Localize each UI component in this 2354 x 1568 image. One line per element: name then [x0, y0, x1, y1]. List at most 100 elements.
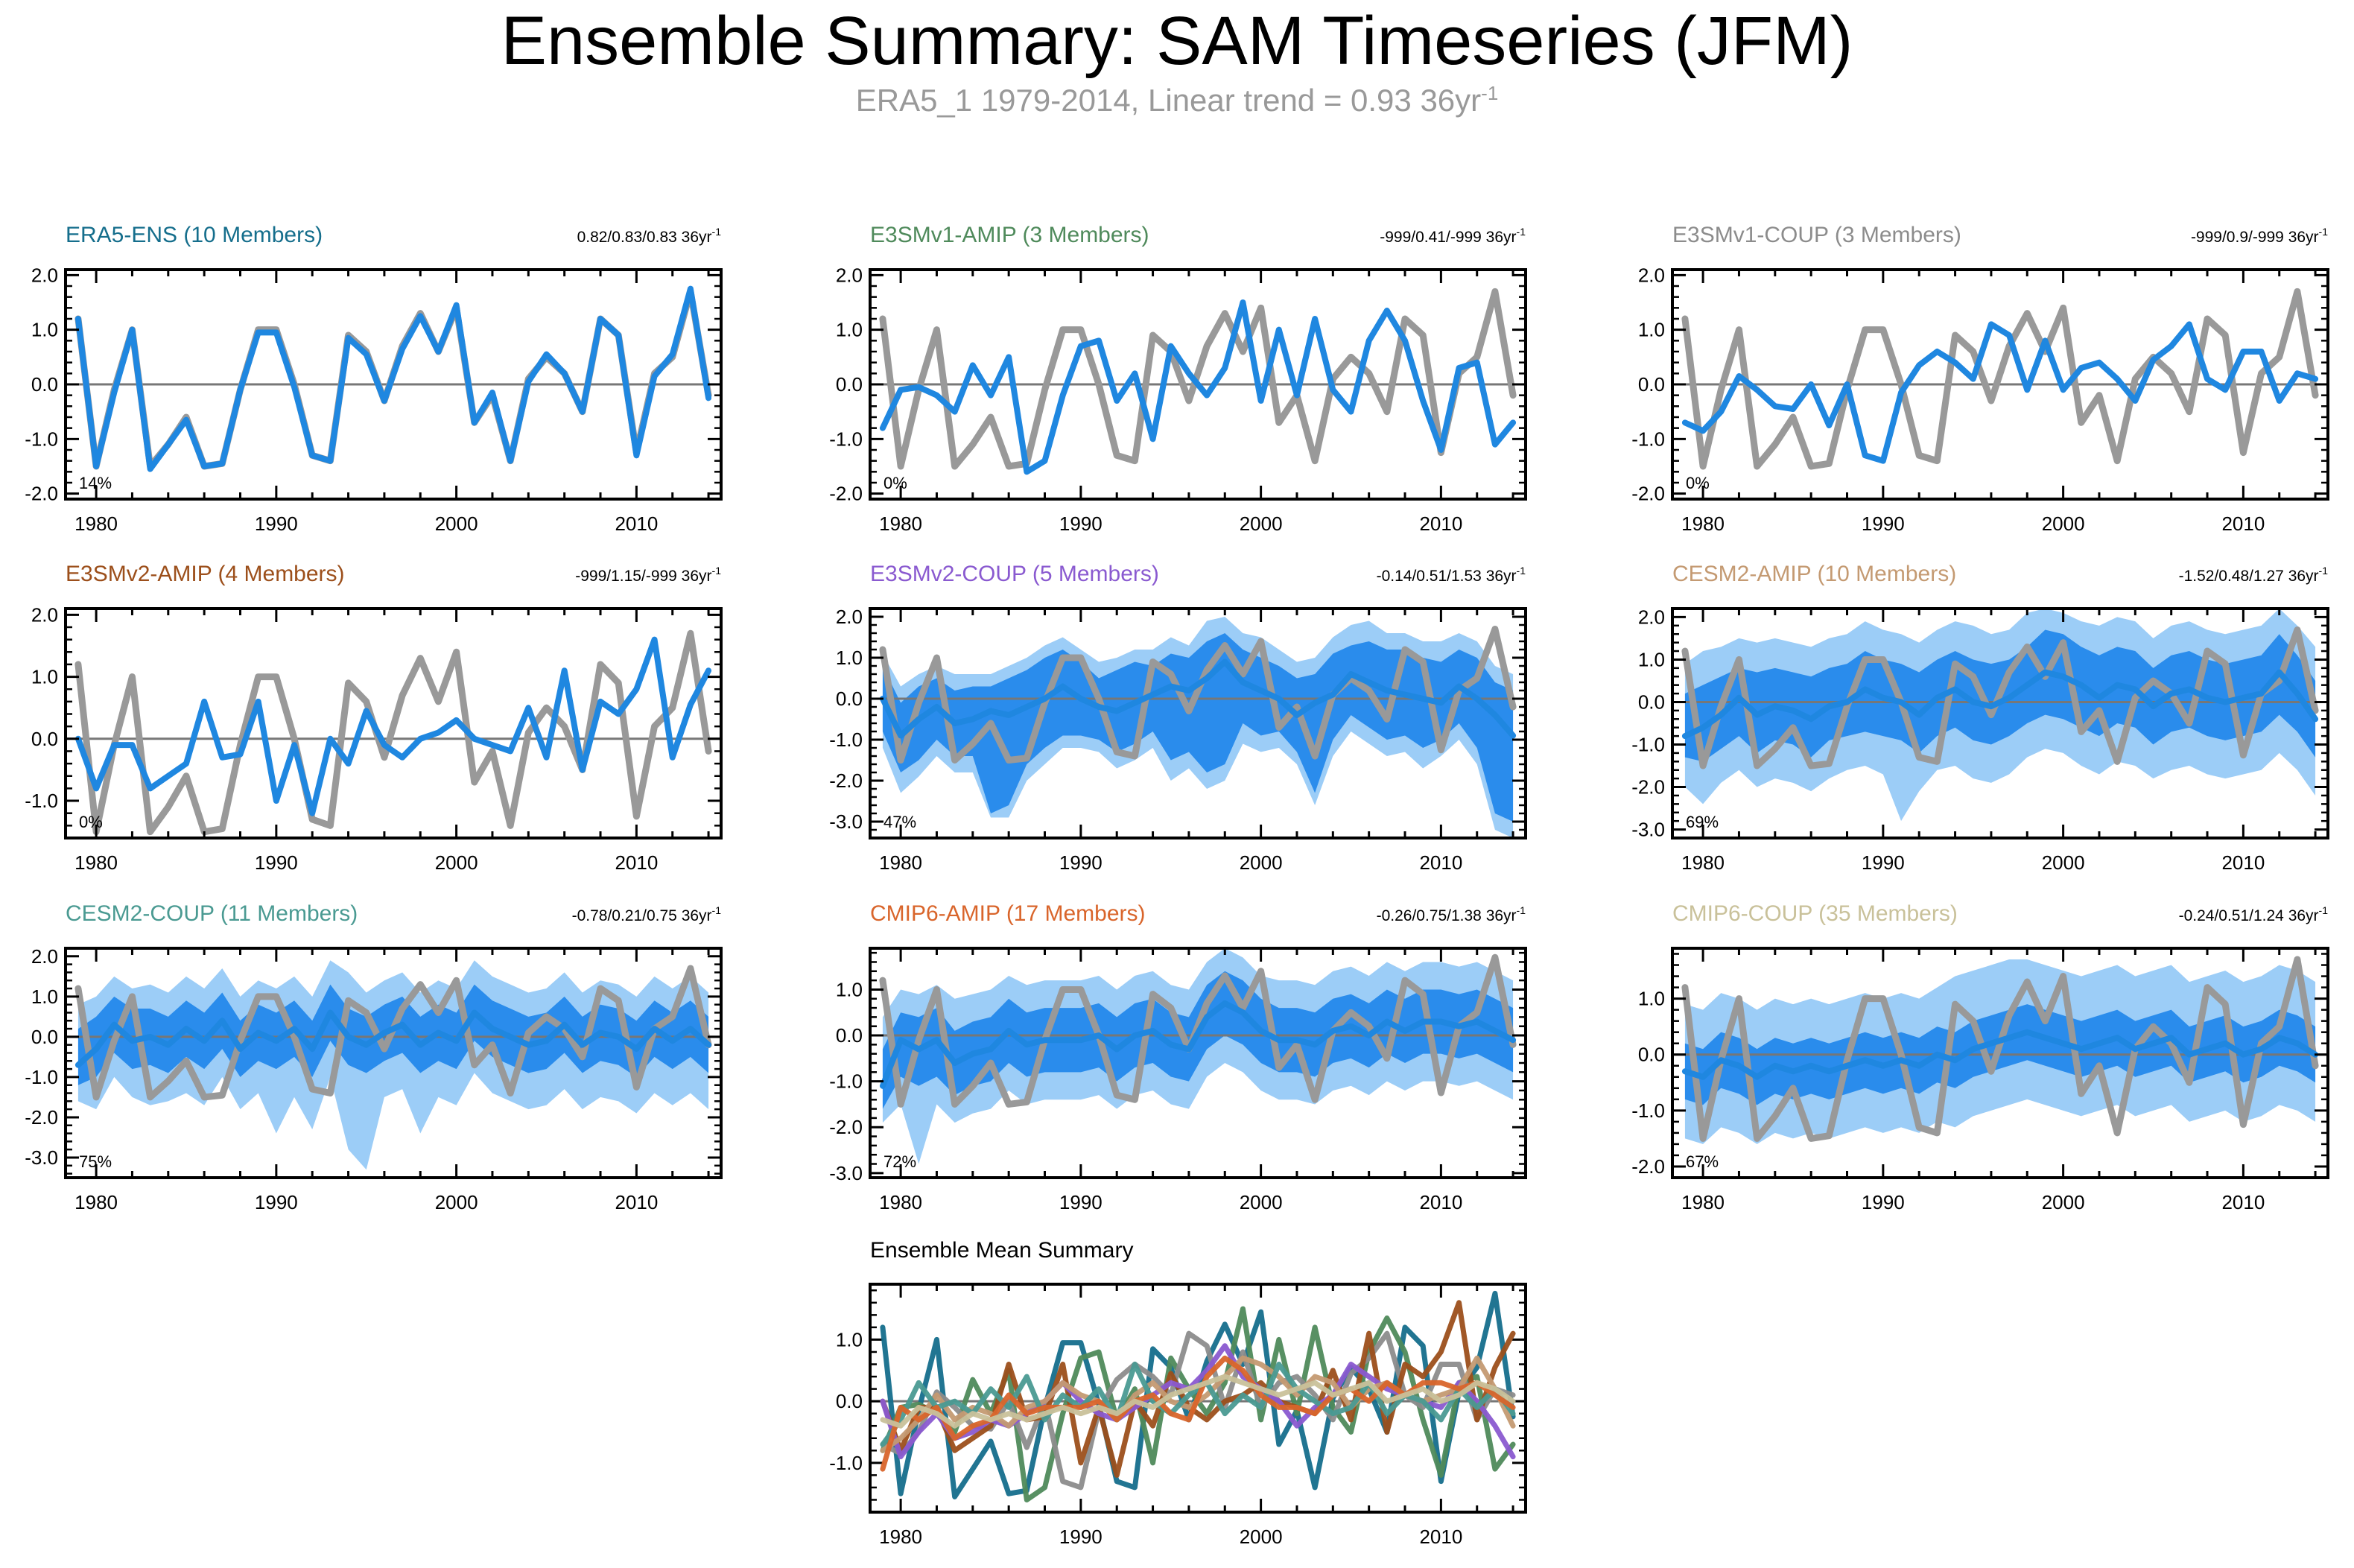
page-title: Ensemble Summary: SAM Timeseries (JFM) [501, 3, 1853, 79]
x-tick-label: 1990 [1862, 1191, 1905, 1213]
panel-title: CMIP6-COUP (35 Members) [1672, 901, 1958, 926]
y-tick-label: 1.0 [836, 319, 863, 341]
percent-label: 0% [1686, 474, 1710, 492]
percent-label: 69% [1686, 813, 1719, 831]
x-tick-label: 1990 [1862, 851, 1905, 874]
panel-4: 1980 1990 2000 2010 2.0 1.0 0.0 -1.0 E3SMv2-AMIP… [25, 562, 723, 874]
x-tick-label: 2000 [1240, 851, 1283, 874]
x-tick-label: 2000 [1240, 1526, 1283, 1548]
x-tick-label: 2010 [615, 1191, 658, 1213]
x-tick-label: 2000 [435, 851, 478, 874]
y-tick-label: 1.0 [836, 1328, 863, 1350]
x-tick-label: 1980 [74, 512, 118, 535]
panel-10: 1980 1990 2000 2010 1.0 0.0 -1.0 Ensemble Mean … [829, 1238, 1527, 1548]
x-tick-label: 2010 [2221, 851, 2265, 874]
trend-exponent: -1 [1517, 226, 1526, 238]
y-tick-label: -2.0 [1631, 1155, 1665, 1178]
ensemble-mean-line [74, 636, 712, 816]
x-tick-label: 1980 [879, 851, 922, 874]
y-tick-label: 0.0 [836, 373, 863, 396]
plot-frame [1671, 607, 2329, 839]
panel-title: E3SMv2-COUP (5 Members) [870, 562, 1159, 586]
y-tick-label: 1.0 [31, 319, 58, 341]
trend-label: -999/0.41/-999 36yr-1 [1380, 226, 1526, 246]
ensemble-mean-line [1681, 669, 2319, 740]
ensemble-mean-line [879, 658, 1517, 739]
obs-line [879, 288, 1517, 470]
x-tick-label: 2010 [1419, 851, 1462, 874]
y-tick-label: 2.0 [31, 945, 58, 968]
percent-label: 67% [1686, 1152, 1719, 1171]
obs-line [74, 629, 712, 836]
plot-frame [869, 1283, 1527, 1514]
percent-label: 0% [79, 813, 103, 831]
panel-title: E3SMv2-AMIP (4 Members) [66, 562, 345, 586]
y-tick-label: 1.0 [31, 985, 58, 1008]
y-tick-label: -2.0 [829, 483, 863, 505]
summary-series-line [880, 1374, 1516, 1429]
y-tick-label: -3.0 [25, 1146, 58, 1169]
y-tick-label: 0.0 [836, 1390, 863, 1412]
y-tick-label: -3.0 [1631, 819, 1665, 841]
y-tick-label: -3.0 [829, 810, 863, 833]
y-tick-label: 0.0 [31, 728, 58, 750]
panel-title: CESM2-AMIP (10 Members) [1672, 562, 1956, 586]
obs-line [879, 626, 1517, 764]
x-tick-label: 2000 [1240, 1191, 1283, 1213]
x-tick-label: 1990 [255, 1191, 298, 1213]
x-tick-label: 1980 [879, 512, 922, 535]
percent-label: 75% [79, 1152, 112, 1171]
trend-label: -999/0.9/-999 36yr-1 [2191, 226, 2328, 246]
trend-label: -0.78/0.21/0.75 36yr-1 [572, 904, 722, 924]
y-tick-label: 2.0 [31, 603, 58, 626]
panel-title: Ensemble Mean Summary [870, 1238, 1133, 1263]
y-tick-label: -1.0 [25, 428, 58, 450]
y-tick-label: 0.0 [1638, 373, 1665, 396]
y-tick-label: -1.0 [829, 729, 863, 751]
y-tick-label: -1.0 [1631, 428, 1665, 450]
y-tick-label: 2.0 [836, 264, 863, 286]
trend-exponent: -1 [2319, 226, 2329, 238]
x-tick-label: 2000 [1240, 512, 1283, 535]
x-tick-label: 2010 [2221, 512, 2265, 535]
panel-5: 1980 1990 2000 2010 2.0 1.0 0.0 -1.0 -2.0 -3.0 E3S… [829, 562, 1527, 874]
y-tick-label: 0.0 [1638, 1044, 1665, 1066]
y-tick-label: 0.0 [836, 1024, 863, 1047]
x-tick-label: 2010 [2221, 1191, 2265, 1213]
trend-exponent: -1 [712, 226, 722, 238]
ensemble-mean-line [1681, 1029, 2319, 1080]
x-tick-label: 1980 [879, 1526, 922, 1548]
trend-label: -1.52/0.48/1.27 36yr-1 [2179, 565, 2329, 585]
trend-label: -0.26/0.75/1.38 36yr-1 [1377, 904, 1526, 924]
percent-label: 14% [79, 474, 112, 492]
obs-line [879, 953, 1517, 1108]
y-tick-label: 1.0 [836, 978, 863, 1000]
subtitle-exponent: -1 [1481, 82, 1499, 104]
y-tick-label: 2.0 [1638, 606, 1665, 628]
y-tick-label: -2.0 [1631, 483, 1665, 505]
y-tick-label: 0.0 [836, 688, 863, 710]
percent-label: 0% [883, 474, 907, 492]
y-tick-label: 0.0 [31, 373, 58, 396]
plot-frame [64, 607, 723, 839]
panel-title: CESM2-COUP (11 Members) [66, 901, 358, 926]
x-tick-label: 1990 [255, 851, 298, 874]
plot-frame [1671, 947, 2329, 1179]
trend-label: -0.14/0.51/1.53 36yr-1 [1377, 565, 1526, 585]
x-tick-label: 1990 [1862, 512, 1905, 535]
y-tick-label: -2.0 [829, 1116, 863, 1138]
x-tick-label: 2000 [2042, 512, 2085, 535]
ensemble-mean-line [879, 299, 1517, 475]
x-tick-label: 1990 [1059, 851, 1103, 874]
y-tick-label: -1.0 [1631, 1099, 1665, 1122]
trend-label: -0.24/0.51/1.24 36yr-1 [2179, 904, 2329, 924]
x-tick-label: 2010 [1419, 1526, 1462, 1548]
trend-exponent: -1 [2319, 904, 2329, 916]
panel-title: E3SMv1-AMIP (3 Members) [870, 223, 1149, 247]
panel-8: 1980 1990 2000 2010 1.0 0.0 -1.0 -2.0 -3.0 CMIP6-… [829, 901, 1527, 1213]
x-tick-label: 1980 [74, 1191, 118, 1213]
y-tick-label: -2.0 [25, 483, 58, 505]
y-tick-label: -1.0 [829, 428, 863, 450]
x-tick-label: 2000 [2042, 851, 2085, 874]
y-tick-label: 1.0 [1638, 988, 1665, 1010]
